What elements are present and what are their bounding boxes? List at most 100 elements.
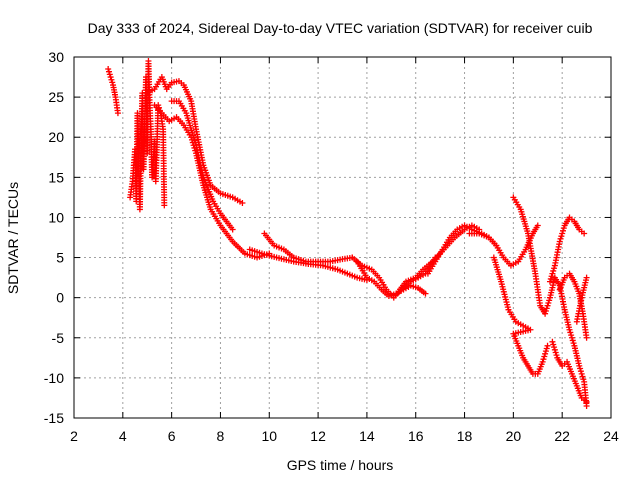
data-point [108,76,115,83]
series-late-right-b [556,270,590,341]
axis-ticks [73,56,612,419]
data-point [576,362,583,369]
series-late-low [490,254,551,377]
data-point [542,310,549,317]
data-point [534,222,541,229]
y-tick-label: 20 [48,129,64,145]
series-dip-b [354,258,429,300]
series-main-mid [168,98,236,233]
series-early-left [105,66,121,117]
data-point [229,226,236,233]
series-early-spikes [127,58,168,213]
data-point [557,235,564,242]
x-tick-label: 10 [261,428,277,444]
data-point [569,337,576,344]
x-tick-label: 14 [359,428,375,444]
x-tick-label: 16 [408,428,424,444]
data-point [539,358,546,365]
data-point [583,398,590,405]
data-point [548,273,555,280]
data-point [547,275,554,282]
y-tick-label: 30 [48,49,64,65]
data-point [546,297,553,304]
data-point [542,348,549,355]
data-point [109,79,116,86]
y-tick-label: 10 [48,209,64,225]
y-tick-label: -10 [44,370,64,386]
data-point [161,202,168,209]
data-point [568,334,575,341]
data-point [558,233,565,240]
data-point [553,352,560,359]
data-point [544,342,551,349]
x-axis-title: GPS time / hours [287,457,394,473]
data-point [578,370,585,377]
x-tick-label: 8 [217,428,225,444]
data-point [566,326,573,333]
x-tick-label: 6 [168,428,176,444]
data-point [239,200,246,207]
series-middle-band-a [261,230,356,265]
data-point [570,340,577,347]
data-point [546,278,553,285]
data-point [105,68,112,75]
data-point [560,225,567,232]
data-point [107,74,114,81]
data-point [543,305,550,312]
y-tick-label: 15 [48,169,64,185]
data-point [559,227,566,234]
data-point [106,71,113,78]
data-point [542,350,549,357]
data-point [581,230,588,237]
x-tick-label: 12 [310,428,326,444]
y-tick-label: 5 [56,250,64,266]
y-tick-label: -5 [52,330,65,346]
chart-title: Day 333 of 2024, Sidereal Day-to-day VTE… [88,20,593,36]
x-tick-label: 4 [119,428,127,444]
series-late-right [549,338,590,405]
data-point [551,265,558,272]
series-late-wave [510,194,590,409]
y-axis-title: SDTVAR / TECUs [5,182,21,294]
series-late-right-c [573,274,590,325]
data-point [542,308,549,315]
series-main-lower [151,102,273,261]
y-tick-label: 0 [56,290,64,306]
x-tick-label: 2 [70,428,78,444]
y-tick-label: -15 [44,410,64,426]
data-point [567,329,574,336]
data-point [541,353,548,360]
data-point [105,66,112,73]
data-point [552,349,559,356]
data-points [105,58,590,409]
data-point [544,302,551,309]
x-tick-label: 20 [506,428,522,444]
data-point [551,344,558,351]
plot-frame [73,56,612,419]
data-point [549,338,556,345]
series-late-upper [546,214,588,285]
data-point [540,356,547,363]
data-point [583,334,590,341]
data-point [556,238,563,245]
data-point [559,230,566,237]
data-point [550,341,557,348]
data-point [550,267,557,274]
series-middle-band-b [246,246,370,284]
x-tick-label: 22 [554,428,570,444]
data-point [422,290,429,297]
data-point [568,332,575,339]
data-point [114,110,121,117]
data-point [577,365,584,372]
data-point [551,346,558,353]
data-point [579,373,586,380]
series-late-top [466,222,541,269]
data-point [583,274,590,281]
data-point [580,376,587,383]
data-point [577,368,584,375]
data-point [545,300,552,307]
data-point [543,345,550,352]
x-tick-label: 24 [603,428,619,444]
